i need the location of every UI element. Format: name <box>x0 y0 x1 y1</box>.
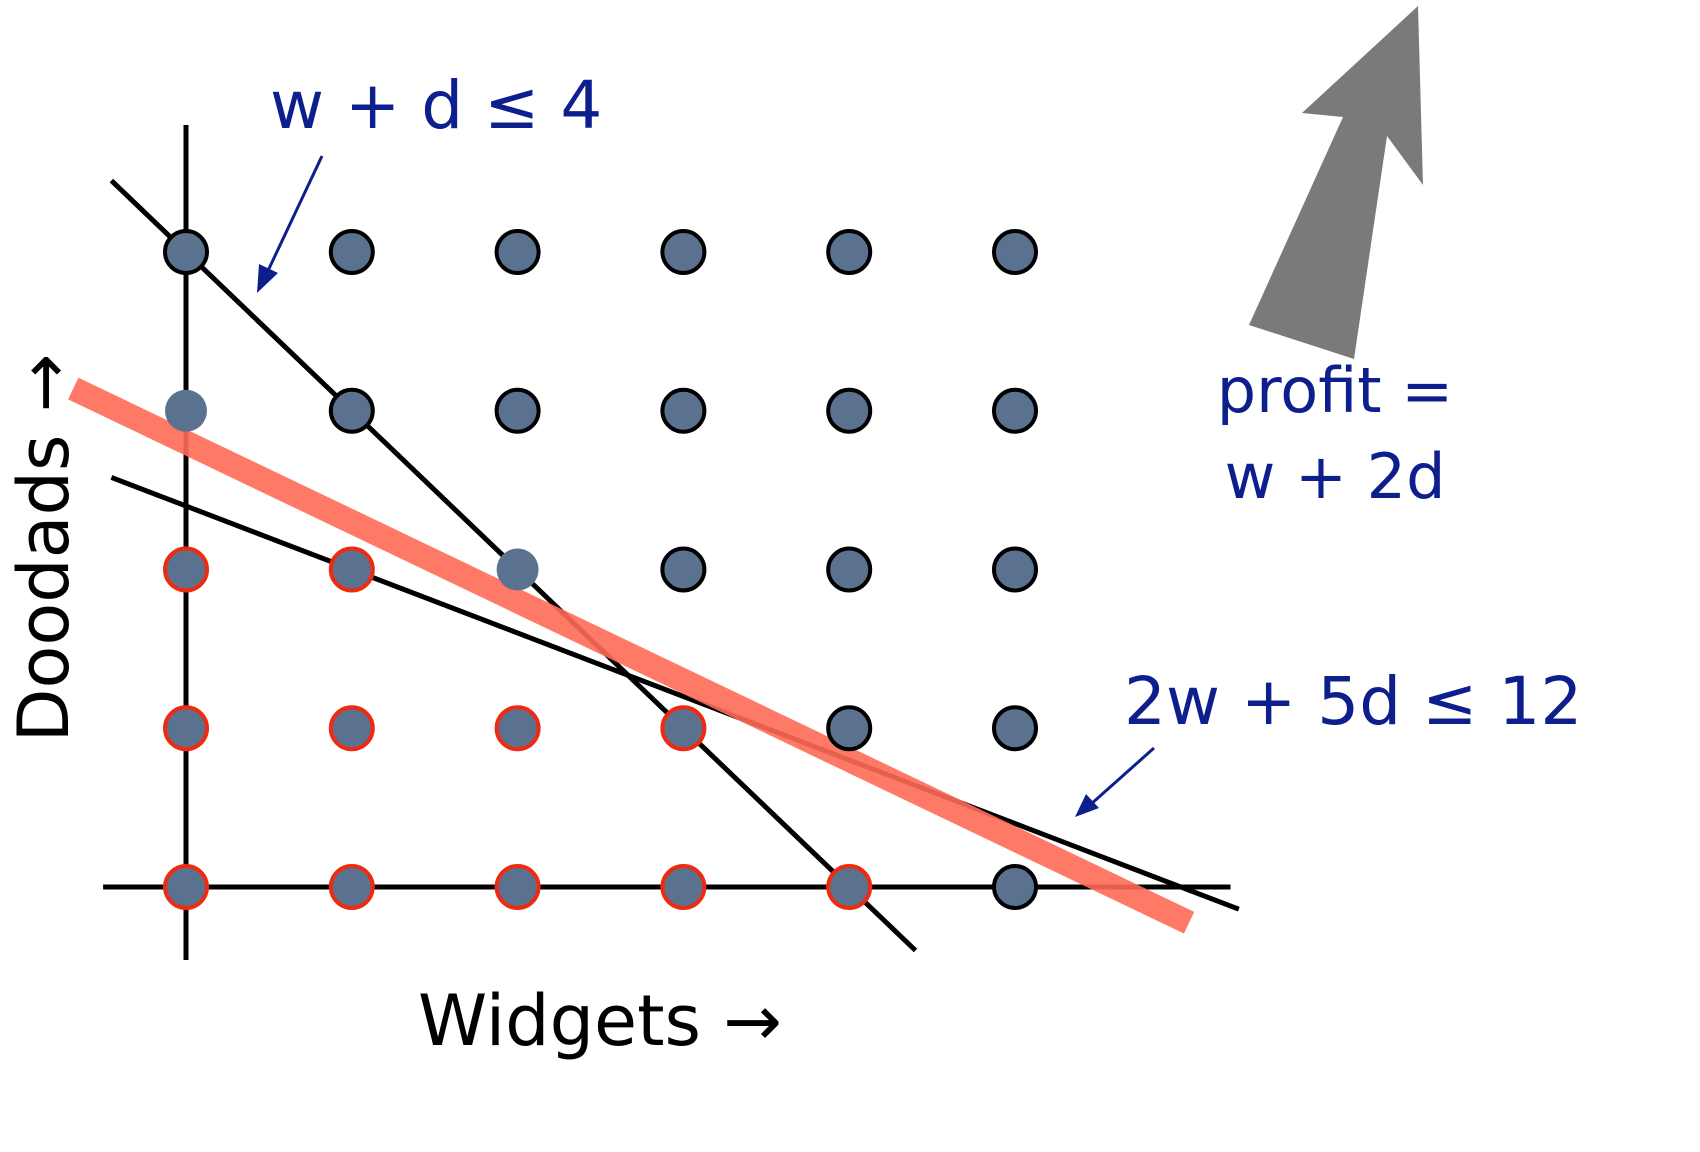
objective-label-line1: profit = <box>1217 354 1453 427</box>
lattice-point <box>826 387 873 434</box>
lattice-point <box>163 864 209 910</box>
constraint1-pointer-arrow <box>257 155 324 293</box>
lattice-point <box>826 864 873 910</box>
constraint2-label: 2w + 5d ≤ 12 <box>1124 663 1582 740</box>
objective-line <box>68 377 1195 934</box>
lattice-point <box>992 229 1038 275</box>
x-axis-label: Widgets → <box>418 980 782 1062</box>
lattice-point <box>660 387 707 434</box>
lattice-point <box>328 864 375 910</box>
constraint1-label: w + d ≤ 4 <box>270 67 602 144</box>
y-axis-label: Doodads → <box>3 354 85 743</box>
lattice-point <box>328 546 375 593</box>
lattice-point <box>163 229 209 275</box>
objective-layer <box>68 377 1195 934</box>
lattice-point <box>494 229 541 275</box>
objective-label-line2: w + 2d <box>1225 440 1446 513</box>
constraint2-pointer-arrow <box>1075 746 1155 817</box>
lattice-point <box>826 229 873 275</box>
lattice-point <box>992 864 1038 910</box>
lattice-point <box>660 546 707 593</box>
profit-direction-arrow <box>1249 6 1423 359</box>
lattice-point <box>660 229 707 275</box>
lattice-point <box>328 705 375 752</box>
lattice-point <box>992 705 1038 752</box>
lattice-point <box>494 705 541 752</box>
lattice-point <box>826 546 873 593</box>
lattice-point <box>992 546 1038 593</box>
points-layer <box>163 229 1038 910</box>
lattice-point <box>494 864 541 910</box>
lattice-point <box>328 387 375 434</box>
lattice-point <box>163 705 209 752</box>
lattice-point <box>496 548 539 591</box>
lattice-point <box>165 389 207 432</box>
lattice-point <box>328 229 375 275</box>
constraint-line-2 <box>110 475 1240 912</box>
lattice-point <box>826 705 873 752</box>
lattice-point <box>163 546 209 593</box>
lattice-point <box>992 387 1038 434</box>
lattice-point <box>660 864 707 910</box>
lattice-point <box>494 387 541 434</box>
lattice-point <box>660 705 707 752</box>
